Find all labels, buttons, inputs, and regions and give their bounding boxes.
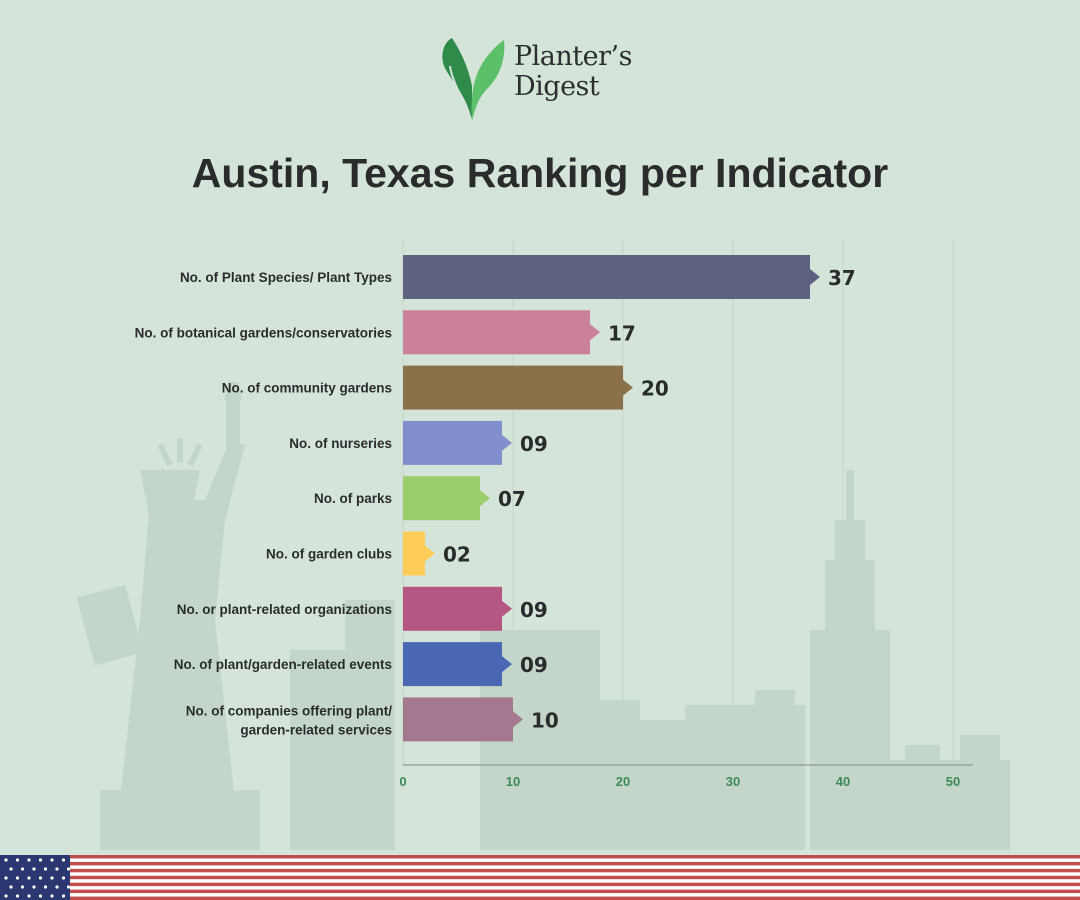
flag-stripe — [0, 882, 1080, 887]
flag-stripe — [0, 858, 1080, 863]
brand-name-line1: Planter’s — [514, 41, 632, 72]
category-label: No. or plant-related organizations — [177, 602, 392, 617]
category-label: No. of Plant Species/ Plant Types — [180, 270, 392, 285]
category-label: garden-related services — [240, 722, 392, 737]
bar-pointer — [810, 269, 820, 285]
bar-value-label: 09 — [520, 653, 548, 677]
category-label: No. of community gardens — [222, 381, 392, 396]
flag-star — [50, 858, 54, 862]
brand-logo: Planter’s Digest — [440, 36, 650, 126]
flag-star — [4, 876, 8, 880]
bar-value-label: 09 — [520, 432, 548, 456]
flag-star — [27, 894, 31, 898]
flag-star — [32, 885, 36, 889]
flag-star — [9, 885, 13, 889]
bar-pointer — [590, 324, 600, 341]
category-label: No. of garden clubs — [266, 547, 392, 562]
category-label: No. of plant/garden-related events — [174, 657, 392, 672]
flag-stripe — [0, 879, 1080, 883]
bar — [403, 365, 623, 410]
flag-star — [15, 858, 20, 862]
bar-pointer — [502, 600, 512, 617]
bar-pointer — [425, 545, 435, 562]
flag-star — [50, 894, 54, 898]
x-tick-label: 10 — [506, 774, 520, 789]
flag-stripe — [0, 893, 1080, 897]
flag-star — [43, 867, 48, 871]
flag-stripe — [0, 868, 1080, 873]
bar-value-label: 02 — [443, 543, 471, 567]
flag-star — [20, 885, 25, 889]
category-label: No. of botanical gardens/conservatories — [135, 325, 392, 340]
flag-star — [4, 858, 8, 862]
bar-value-label: 20 — [641, 377, 669, 401]
flag-star — [66, 885, 71, 889]
flag-stripe — [0, 865, 1080, 870]
bar — [403, 310, 590, 355]
category-label: No. of nurseries — [289, 436, 392, 451]
flag-star — [38, 858, 43, 862]
flag-stripe — [0, 875, 1080, 880]
bar — [403, 420, 502, 465]
x-tick-label: 40 — [836, 774, 850, 789]
x-tick-label: 30 — [726, 774, 740, 789]
x-tick-label: 20 — [616, 774, 630, 789]
flag-star — [61, 876, 66, 880]
chart-title: Austin, Texas Ranking per Indicator — [191, 150, 889, 196]
flag-stripe — [0, 896, 1080, 900]
bar — [403, 531, 425, 576]
bar — [403, 642, 502, 687]
flag-star — [4, 894, 8, 898]
leaf-logo-icon — [442, 38, 505, 123]
bar-pointer — [502, 434, 512, 451]
brand-name-line2: Digest — [514, 71, 600, 102]
category-label: No. of companies offering plant/ — [186, 703, 393, 718]
flag-stripe — [0, 872, 1080, 876]
bar — [403, 255, 810, 299]
flag-stripe — [0, 861, 1080, 866]
flag-star — [15, 894, 20, 898]
us-flag-strip — [0, 855, 1080, 900]
flag-star — [61, 894, 66, 898]
bar-pointer — [513, 711, 523, 728]
x-tick-label: 0 — [399, 774, 406, 789]
flag-star — [55, 867, 59, 871]
flag-stripe — [0, 855, 1080, 859]
bar-value-label: 10 — [531, 708, 559, 732]
flag-star — [9, 867, 13, 871]
bar-value-label: 07 — [498, 487, 526, 511]
bar-pointer — [502, 656, 512, 673]
flag-stripe — [0, 889, 1080, 894]
flag-star — [32, 867, 36, 871]
flag-star — [55, 885, 59, 889]
bar-value-label: 37 — [828, 266, 856, 290]
flag-star — [15, 876, 20, 880]
x-tick-label: 50 — [946, 774, 960, 789]
bar — [403, 476, 480, 521]
bar-value-label: 17 — [608, 321, 636, 345]
flag-star — [27, 858, 31, 862]
flag-star — [43, 885, 48, 889]
flag-star — [38, 876, 43, 880]
category-label: No. of parks — [314, 491, 392, 506]
bar-value-label: 09 — [520, 598, 548, 622]
flag-star — [61, 858, 66, 862]
bar — [403, 697, 513, 742]
flag-star — [66, 867, 71, 871]
flag-star — [50, 876, 54, 880]
bar-pointer — [623, 379, 633, 396]
bar-pointer — [480, 490, 490, 507]
flag-stripe — [0, 886, 1080, 890]
bar — [403, 586, 502, 631]
flag-star — [38, 894, 43, 898]
flag-star — [27, 876, 31, 880]
flag-star — [20, 867, 25, 871]
